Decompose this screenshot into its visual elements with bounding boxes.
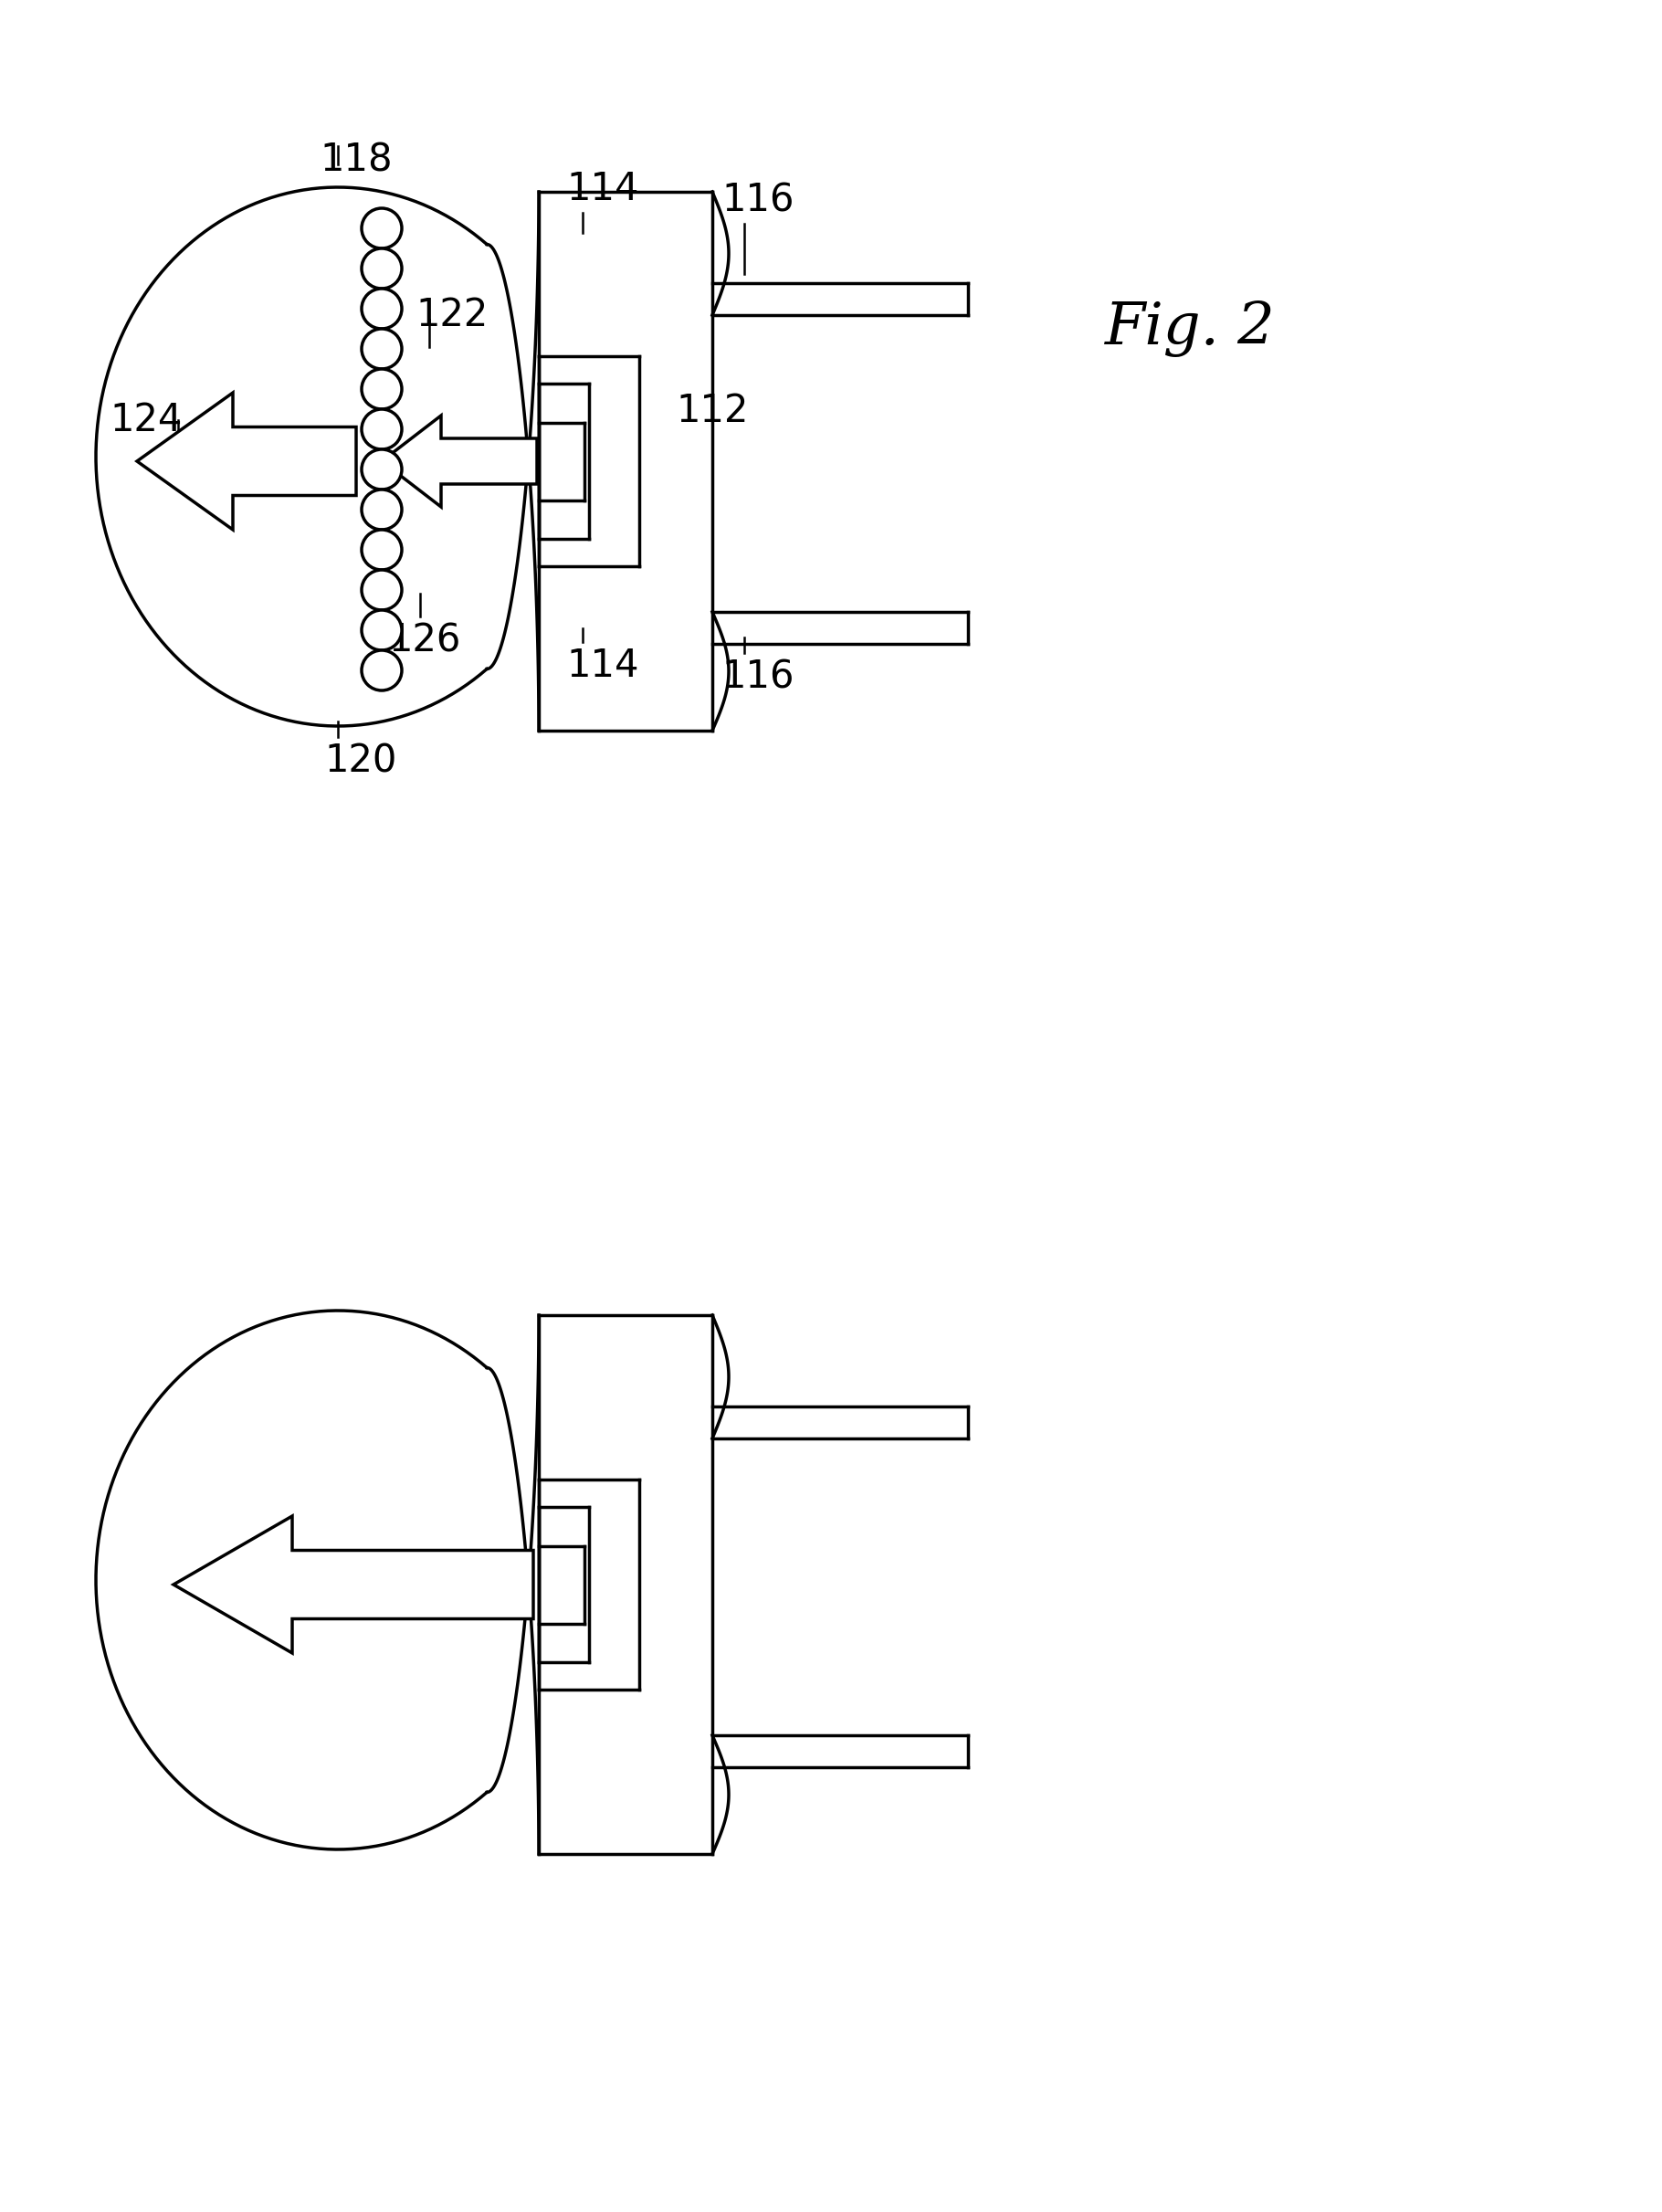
Text: 112: 112 <box>676 392 748 429</box>
Text: Fig. 2: Fig. 2 <box>1105 301 1275 356</box>
Circle shape <box>362 449 402 489</box>
Text: 122: 122 <box>416 296 489 334</box>
Circle shape <box>362 611 402 650</box>
Polygon shape <box>136 394 356 529</box>
Circle shape <box>362 489 402 529</box>
Circle shape <box>362 369 402 409</box>
Text: 124: 124 <box>110 400 183 440</box>
Circle shape <box>362 571 402 611</box>
Circle shape <box>362 409 402 449</box>
Text: 114: 114 <box>567 646 638 686</box>
Polygon shape <box>382 416 537 507</box>
Circle shape <box>362 208 402 248</box>
Polygon shape <box>173 1515 534 1652</box>
Text: 114: 114 <box>567 170 638 208</box>
Circle shape <box>362 248 402 288</box>
Circle shape <box>362 529 402 571</box>
Circle shape <box>362 330 402 369</box>
Circle shape <box>362 650 402 690</box>
Text: 116: 116 <box>721 657 794 697</box>
Text: 120: 120 <box>324 741 397 781</box>
Text: 126: 126 <box>389 622 460 659</box>
Text: 118: 118 <box>319 142 392 179</box>
Circle shape <box>362 288 402 330</box>
Text: 116: 116 <box>721 181 794 219</box>
